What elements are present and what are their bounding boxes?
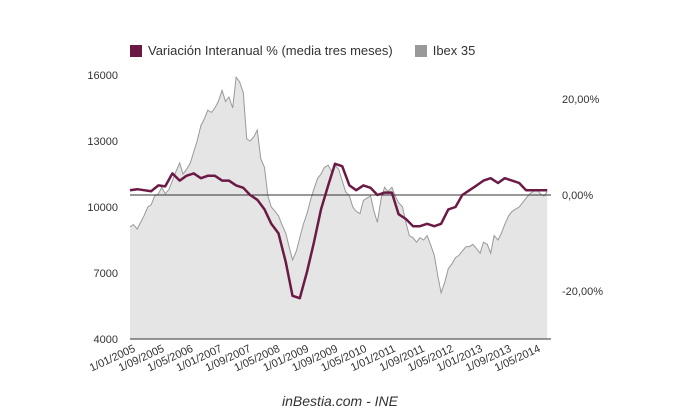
right-axis-ticks: 20,00% 0,00% -20,00%	[562, 94, 603, 298]
left-tick-label: 4000	[94, 334, 118, 346]
ibex-area	[130, 77, 548, 339]
right-tick-label: -20,00%	[562, 286, 603, 298]
x-axis-ticks: 1/01/20051/09/20051/05/20061/01/20071/09…	[88, 343, 542, 375]
right-tick-label: 20,00%	[562, 94, 600, 106]
left-tick-label: 16000	[87, 70, 118, 82]
legend-swatch-ibex	[414, 44, 427, 57]
legend: Variación Interanual % (media tres meses…	[130, 43, 497, 58]
left-tick-label: 13000	[87, 136, 118, 148]
left-axis-ticks: 16000 13000 10000 7000 4000	[87, 70, 118, 346]
variacion-line	[129, 162, 548, 300]
legend-label-ibex: Ibex 35	[432, 43, 476, 58]
right-tick-label: 0,00%	[562, 190, 593, 202]
legend-label-variacion: Variación Interanual % (media tres meses…	[148, 43, 393, 58]
ibex-line	[129, 75, 548, 295]
legend-item-variacion[interactable]: Variación Interanual % (media tres meses…	[130, 43, 393, 58]
left-tick-label: 7000	[94, 268, 118, 280]
legend-swatch-variacion	[130, 44, 142, 57]
left-tick-label: 10000	[87, 202, 118, 214]
legend-item-ibex[interactable]: Ibex 35	[414, 43, 476, 58]
source-caption: inBestia.com - INE	[282, 393, 398, 409]
